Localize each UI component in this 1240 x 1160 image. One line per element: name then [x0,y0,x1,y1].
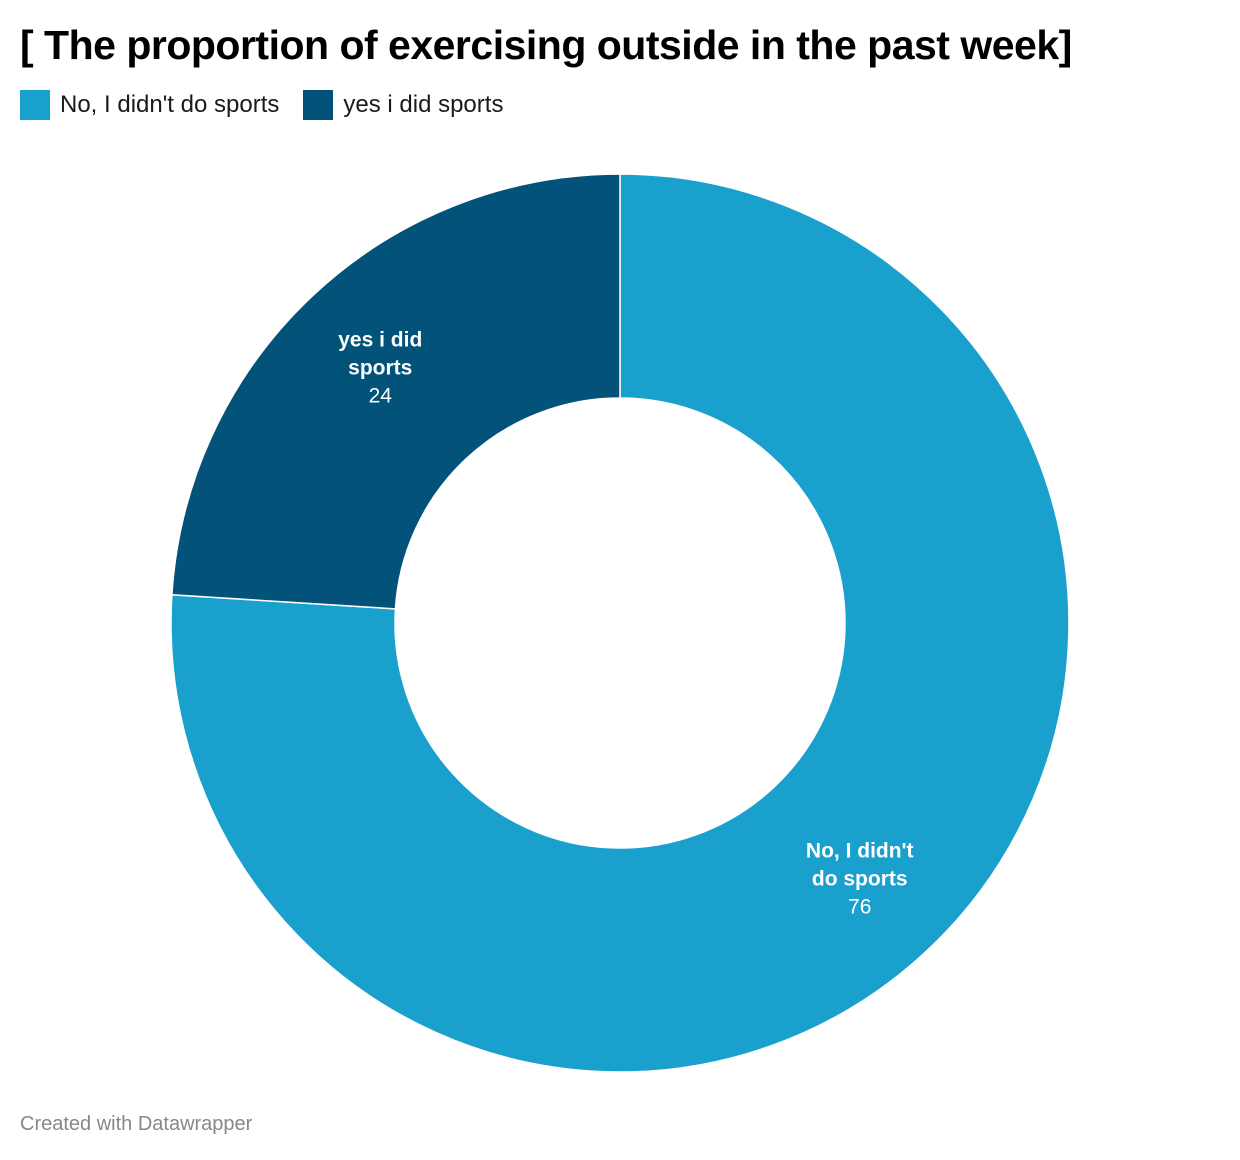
legend-label-yes-sports: yes i did sports [343,91,504,118]
donut-slice-0 [170,173,1070,1073]
chart-title: [ The proportion of exercising outside i… [20,22,1072,68]
slice-label-1-line-1: sports [348,357,412,380]
legend-label-no-sports: No, I didn't do sports [60,91,280,118]
footer-credit: Created with Datawrapper [20,1113,253,1135]
legend-swatch-no-sports [20,90,50,120]
legend-item-yes-sports: yes i did sports [303,90,503,120]
donut-slice-1 [171,173,621,610]
slice-label-1-line-0: yes i did [338,329,422,352]
legend-item-no-sports: No, I didn't do sports [20,90,279,120]
slice-label-0-line-1: do sports [812,867,908,890]
slice-value-1: 24 [369,385,393,408]
chart-legend: No, I didn't do sports yes i did sports [20,90,503,120]
legend-swatch-yes-sports [303,90,334,120]
slice-label-0-line-0: No, I didn't [806,839,914,862]
slice-value-0: 76 [848,895,871,918]
